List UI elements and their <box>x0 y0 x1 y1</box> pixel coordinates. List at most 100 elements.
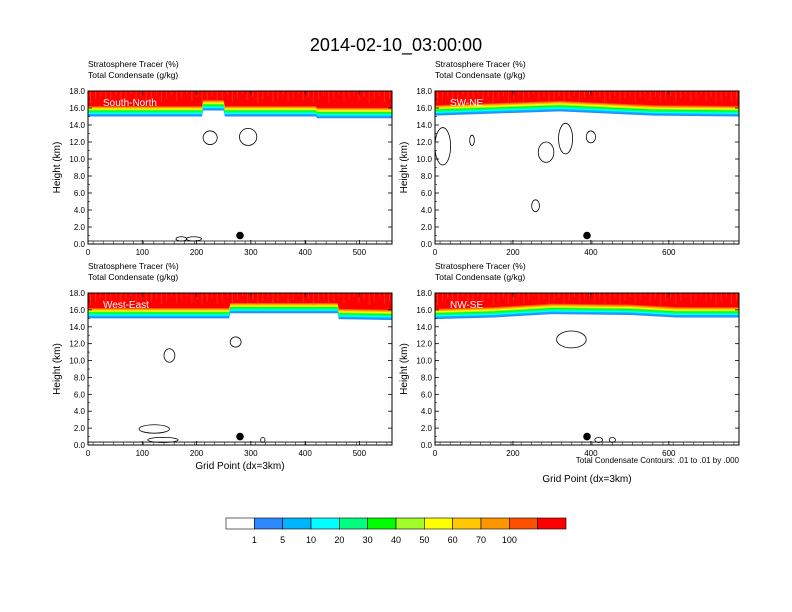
colorbar-swatch <box>480 517 510 530</box>
panel-west-east: 0.0 2.0 4.0 6.0 8.0 10.0 12.0 14.0 16.0 18.0 0 100 2… <box>52 261 393 472</box>
colorbar-label: 50 <box>419 535 429 545</box>
x-tick-label: 600 <box>662 248 676 257</box>
x-tick-label: 300 <box>244 449 258 458</box>
y-tick-label: 2.0 <box>421 223 433 232</box>
x-tick-label: 200 <box>506 248 520 257</box>
colorbar-swatch <box>452 517 482 530</box>
y-tick-label: 8.0 <box>74 172 86 181</box>
y-tick-label: 8.0 <box>421 172 433 181</box>
y-tick-label: 2.0 <box>74 223 86 232</box>
x-tick-label: 400 <box>584 449 598 458</box>
panels: 0.0 2.0 4.0 6.0 8.0 10.0 12.0 14.0 16.0 18.0 0 100 2… <box>52 59 740 485</box>
colorbar-label: 60 <box>448 535 458 545</box>
y-tick-label: 14.0 <box>69 323 85 332</box>
colorbar-swatch <box>537 517 567 530</box>
y-tick-label: 6.0 <box>74 189 86 198</box>
x-tick-label: 0 <box>433 248 438 257</box>
plot-area <box>435 293 739 445</box>
colorbar-label: 100 <box>502 535 517 545</box>
figure-title: 2014-02-10_03:00:00 <box>310 35 482 56</box>
condensate-contour <box>531 199 540 213</box>
y-tick-label: 8.0 <box>74 373 86 382</box>
panel-sw-ne: 0.0 2.0 4.0 6.0 8.0 10.0 12.0 14.0 16.0 18.0 0 200 4… <box>399 59 740 257</box>
colorbar-label: 30 <box>363 535 373 545</box>
header-total-condensate: Total Condensate (g/kg) <box>435 272 525 282</box>
condensate-contour <box>138 424 170 434</box>
condensate-contour <box>163 348 176 363</box>
tracer-clear-region <box>435 111 739 244</box>
y-tick-label: 14.0 <box>416 323 432 332</box>
condensate-contour <box>239 127 258 146</box>
colorbar-swatch <box>509 517 538 530</box>
y-tick-label: 6.0 <box>421 189 433 198</box>
y-tick-label: 6.0 <box>421 390 433 399</box>
plot-area <box>88 91 392 244</box>
panel-label: South-North <box>103 98 157 109</box>
colorbar-swatch <box>367 517 397 530</box>
x-tick-label: 300 <box>244 248 258 257</box>
x-tick-label: 200 <box>190 248 204 257</box>
x-axis-label: Grid Point (dx=3km) <box>195 461 284 472</box>
x-tick-label: 0 <box>433 449 438 458</box>
condensate-contour <box>556 330 587 349</box>
y-axis-label: Height (km) <box>399 343 410 395</box>
location-marker <box>236 432 244 441</box>
header-total-condensate: Total Condensate (g/kg) <box>88 70 178 80</box>
condensate-contour <box>585 130 596 144</box>
y-tick-label: 4.0 <box>421 407 433 416</box>
y-tick-label: 0.0 <box>421 240 433 249</box>
header-total-condensate: Total Condensate (g/kg) <box>435 70 525 80</box>
x-tick-label: 600 <box>662 449 676 458</box>
location-marker <box>583 432 591 441</box>
y-tick-label: 6.0 <box>74 390 86 399</box>
colorbar-label: 20 <box>334 535 344 545</box>
panel-label: NW-SE <box>450 300 483 311</box>
y-tick-label: 18.0 <box>69 87 85 96</box>
y-tick-label: 12.0 <box>69 340 85 349</box>
contour-note: Total Condensate Contours: .01 to .01 by… <box>576 456 740 465</box>
y-tick-label: 2.0 <box>421 424 433 433</box>
y-tick-label: 14.0 <box>416 121 432 130</box>
y-tick-label: 2.0 <box>74 424 86 433</box>
y-tick-label: 14.0 <box>69 121 85 130</box>
y-tick-label: 10.0 <box>416 155 432 164</box>
plot-area <box>88 293 392 445</box>
condensate-contour <box>558 122 573 155</box>
colorbar-label: 40 <box>391 535 401 545</box>
panel-south-north: 0.0 2.0 4.0 6.0 8.0 10.0 12.0 14.0 16.0 18.0 0 100 2… <box>52 59 393 257</box>
condensate-contour <box>147 436 179 443</box>
panel-label: SW-NE <box>450 98 483 109</box>
header-stratosphere-tracer: Stratosphere Tracer (%) <box>88 59 179 69</box>
colorbar-label: 5 <box>280 535 285 545</box>
x-tick-label: 400 <box>298 449 312 458</box>
x-tick-label: 200 <box>190 449 204 458</box>
x-tick-label: 100 <box>136 248 150 257</box>
location-marker <box>583 231 591 240</box>
y-tick-label: 10.0 <box>69 155 85 164</box>
y-axis-label: Height (km) <box>52 343 63 395</box>
x-tick-label: 0 <box>86 248 91 257</box>
y-tick-label: 0.0 <box>421 441 433 450</box>
y-tick-label: 4.0 <box>421 206 433 215</box>
y-tick-label: 16.0 <box>69 306 85 315</box>
x-tick-label: 100 <box>136 449 150 458</box>
colorbar-label: 10 <box>306 535 316 545</box>
condensate-contour <box>229 336 242 348</box>
colorbar-label: 70 <box>476 535 486 545</box>
x-tick-label: 200 <box>506 449 520 458</box>
y-tick-label: 4.0 <box>74 407 86 416</box>
y-axis-label: Height (km) <box>399 142 410 194</box>
y-tick-label: 18.0 <box>416 87 432 96</box>
x-tick-label: 400 <box>584 248 598 257</box>
colorbar-label: 1 <box>252 535 257 545</box>
x-tick-label: 500 <box>353 248 367 257</box>
tracer-clear-region <box>435 314 739 445</box>
x-tick-label: 400 <box>298 248 312 257</box>
condensate-contour <box>537 141 555 163</box>
tracer-clear-region <box>88 313 392 445</box>
y-tick-label: 16.0 <box>416 104 432 113</box>
header-stratosphere-tracer: Stratosphere Tracer (%) <box>435 59 526 69</box>
x-axis-label: Grid Point (dx=3km) <box>542 474 631 485</box>
colorbar-swatch <box>310 517 340 530</box>
